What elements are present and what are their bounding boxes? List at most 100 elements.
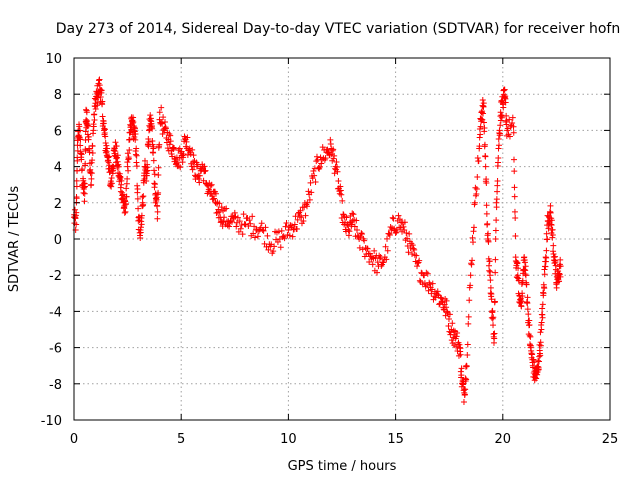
data-point: [401, 219, 408, 226]
data-point: [519, 277, 526, 284]
data-point: [133, 145, 140, 152]
data-point: [311, 172, 318, 179]
data-point: [162, 118, 169, 125]
data-point: [539, 301, 546, 308]
data-point: [113, 143, 120, 150]
data-point: [312, 179, 319, 186]
axis-ticks: [73, 57, 611, 421]
data-point: [483, 179, 490, 186]
data-point: [450, 327, 457, 334]
data-point: [183, 138, 190, 145]
data-point: [108, 180, 115, 187]
data-point: [469, 257, 476, 264]
data-point: [189, 166, 196, 173]
data-point: [298, 214, 305, 221]
data-point: [184, 134, 191, 141]
data-point: [85, 133, 92, 140]
data-point: [331, 152, 338, 159]
data-point: [374, 269, 381, 276]
data-point: [479, 97, 486, 104]
data-point: [511, 168, 518, 175]
y-tick-label: -2: [49, 269, 62, 284]
y-tick-label: -6: [49, 342, 62, 357]
data-point: [374, 259, 381, 266]
data-point: [485, 230, 492, 237]
data-point: [543, 230, 550, 237]
data-point: [90, 123, 97, 130]
data-point: [98, 87, 105, 94]
data-point: [108, 183, 115, 190]
x-tick-label: 15: [387, 432, 404, 447]
data-point: [486, 258, 493, 265]
data-point: [144, 167, 151, 174]
data-point: [96, 76, 103, 83]
data-point: [89, 157, 96, 164]
data-point: [484, 220, 491, 227]
x-tick-label: 10: [280, 432, 297, 447]
data-point: [351, 223, 358, 230]
data-point: [308, 189, 315, 196]
data-point: [138, 212, 145, 219]
data-point: [457, 345, 464, 352]
data-point: [386, 230, 393, 237]
data-point: [246, 217, 253, 224]
data-point: [208, 181, 215, 188]
data-point: [416, 257, 423, 264]
data-point: [154, 208, 161, 215]
data-point: [414, 260, 421, 267]
data-point: [510, 129, 517, 136]
data-point: [424, 270, 431, 277]
data-point: [180, 151, 187, 158]
data-point: [540, 290, 547, 297]
data-point: [493, 196, 500, 203]
data-point: [495, 155, 502, 162]
data-point: [467, 272, 474, 279]
data-point: [99, 113, 106, 120]
data-point: [438, 295, 445, 302]
data-point: [71, 206, 78, 213]
data-point: [413, 252, 420, 259]
data-point: [483, 210, 490, 217]
data-point: [117, 174, 124, 181]
data-point: [523, 281, 530, 288]
data-point: [547, 209, 554, 216]
data-point: [541, 285, 548, 292]
data-point: [490, 314, 497, 321]
data-point: [126, 136, 133, 143]
data-point: [140, 201, 147, 208]
data-point: [249, 213, 256, 220]
data-point: [557, 256, 564, 263]
data-point: [202, 167, 209, 174]
data-point: [131, 125, 138, 132]
data-point: [237, 225, 244, 232]
data-point: [497, 109, 504, 116]
data-point: [112, 139, 119, 146]
data-point: [125, 167, 132, 174]
data-point: [525, 311, 532, 318]
data-point: [300, 218, 307, 225]
data-point: [506, 116, 513, 123]
data-point: [221, 206, 228, 213]
data-point: [104, 145, 111, 152]
data-point: [322, 155, 329, 162]
data-point: [156, 109, 163, 116]
data-point: [369, 254, 376, 261]
data-point: [132, 131, 139, 138]
data-point: [509, 120, 516, 127]
data-point: [211, 195, 218, 202]
data-point: [477, 123, 484, 130]
data-point: [457, 351, 464, 358]
data-point: [88, 181, 95, 188]
data-point: [252, 234, 259, 241]
data-point: [549, 226, 556, 233]
data-point: [333, 158, 340, 165]
data-point: [122, 200, 129, 207]
data-point: [382, 243, 389, 250]
data-point: [510, 156, 517, 163]
data-point: [89, 150, 96, 157]
y-tick-label: -4: [49, 305, 62, 320]
data-point: [483, 202, 490, 209]
data-point: [548, 217, 555, 224]
data-point: [259, 226, 266, 233]
